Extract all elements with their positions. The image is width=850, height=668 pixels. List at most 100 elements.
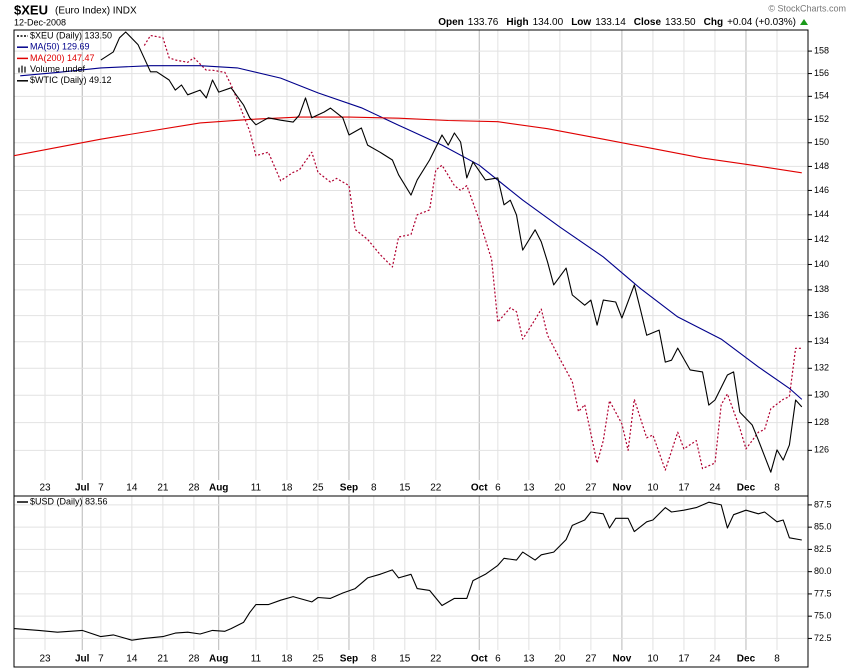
- x-tick-label: 28: [188, 654, 200, 665]
- x-tick-label: 8: [371, 483, 377, 494]
- x-tick-label: 17: [678, 483, 690, 494]
- x-tick-label: 15: [399, 483, 411, 494]
- x-tick-label: 6: [495, 654, 501, 665]
- x-tick-label: 22: [430, 654, 442, 665]
- legend-volume-icon: [18, 67, 20, 73]
- quote-label: Low: [571, 17, 591, 28]
- series-line: [13, 116, 802, 174]
- y-tick-label: 140: [814, 259, 829, 269]
- series-line: [143, 34, 802, 471]
- x-tick-label: 13: [523, 654, 535, 665]
- x-tick-label: 18: [281, 483, 293, 494]
- y-tick-label: 146: [814, 185, 829, 195]
- legend-label: $USD (Daily) 83.56: [30, 496, 108, 506]
- y-tick-label: 136: [814, 310, 829, 320]
- x-tick-label: 8: [774, 483, 780, 494]
- y-tick-label: 150: [814, 137, 829, 147]
- x-tick-label: 23: [39, 654, 51, 665]
- legend-label: $WTIC (Daily) 49.12: [30, 75, 112, 85]
- quote-value: 133.14: [595, 17, 626, 28]
- credit: © StockCharts.com: [768, 3, 846, 13]
- legend-volume-icon: [24, 66, 26, 73]
- x-tick-label: 7: [98, 483, 104, 494]
- quote: Open 133.76 High 134.00 Low 133.14 Close 133.50…: [438, 17, 796, 28]
- x-tick-label: Oct: [471, 654, 488, 665]
- legend-volume-icon: [21, 65, 23, 73]
- x-tick-label: Jul: [75, 654, 90, 665]
- x-tick-label: Oct: [471, 483, 488, 494]
- y-tick-label: 72.5: [814, 633, 832, 643]
- y-tick-label: 134: [814, 336, 829, 346]
- x-tick-label: Dec: [737, 654, 756, 665]
- quote-label: Open: [438, 17, 464, 28]
- date: 12-Dec-2008: [14, 17, 66, 27]
- x-tick-label: 14: [126, 654, 138, 665]
- y-tick-label: 144: [814, 209, 829, 219]
- y-tick-label: 138: [814, 284, 829, 294]
- quote-label: High: [506, 17, 528, 28]
- x-tick-label: 22: [430, 483, 442, 494]
- y-tick-label: 148: [814, 161, 829, 171]
- y-tick-label: 152: [814, 114, 829, 124]
- y-tick-label: 85.0: [814, 522, 832, 532]
- x-tick-label: 8: [774, 654, 780, 665]
- x-tick-label: 11: [251, 483, 262, 494]
- x-tick-label: Sep: [340, 654, 358, 665]
- legend-label: $XEU (Daily) 133.50: [30, 30, 112, 40]
- y-tick-label: 132: [814, 363, 829, 373]
- y-tick-label: 75.0: [814, 611, 832, 621]
- legend-label: MA(50) 129.69: [30, 42, 90, 52]
- x-tick-label: 25: [312, 654, 324, 665]
- y-tick-label: 126: [814, 445, 829, 455]
- y-tick-label: 77.5: [814, 588, 832, 598]
- x-tick-label: Nov: [612, 654, 631, 665]
- y-tick-label: 82.5: [814, 544, 832, 554]
- x-tick-label: Aug: [209, 483, 228, 494]
- symbol: $XEU: [14, 2, 48, 17]
- x-tick-label: 24: [709, 483, 721, 494]
- x-tick-label: 10: [647, 654, 659, 665]
- x-tick-label: 20: [554, 483, 566, 494]
- x-tick-label: Sep: [340, 483, 358, 494]
- quote-value: 134.00: [533, 17, 564, 28]
- quote-label: Chg: [704, 17, 723, 28]
- x-tick-label: 21: [157, 483, 169, 494]
- series-line: [13, 501, 802, 641]
- quote-value: 133.50: [665, 17, 696, 28]
- legend-label: Volume undef: [30, 64, 86, 74]
- x-tick-label: 25: [312, 483, 324, 494]
- x-tick-label: Nov: [612, 483, 631, 494]
- y-tick-label: 154: [814, 91, 829, 101]
- x-tick-label: 11: [251, 654, 262, 665]
- x-tick-label: Aug: [209, 654, 228, 665]
- y-tick-label: 87.5: [814, 499, 832, 509]
- series-line: [100, 31, 803, 473]
- y-tick-label: 130: [814, 390, 829, 400]
- x-tick-label: 7: [98, 654, 104, 665]
- y-tick-label: 128: [814, 417, 829, 427]
- x-tick-label: 13: [523, 483, 535, 494]
- x-tick-label: 20: [554, 654, 566, 665]
- panel-frame: [13, 495, 809, 668]
- x-tick-label: 27: [585, 483, 597, 494]
- symbol-name: (Euro Index) INDX: [55, 6, 137, 17]
- y-tick-label: 80.0: [814, 566, 832, 576]
- series-line: [20, 65, 803, 400]
- x-tick-label: Jul: [75, 483, 90, 494]
- x-tick-label: 24: [709, 654, 721, 665]
- x-tick-label: 6: [495, 483, 501, 494]
- quote-label: Close: [634, 17, 662, 28]
- x-tick-label: 17: [678, 654, 690, 665]
- y-tick-label: 158: [814, 45, 829, 55]
- y-tick-label: 142: [814, 234, 829, 244]
- x-tick-label: 14: [126, 483, 138, 494]
- x-tick-label: 23: [39, 483, 51, 494]
- x-tick-label: 28: [188, 483, 200, 494]
- x-tick-label: 21: [157, 654, 169, 665]
- x-tick-label: 10: [647, 483, 659, 494]
- x-tick-label: 15: [399, 654, 411, 665]
- legend-label: MA(200) 147.47: [30, 53, 95, 63]
